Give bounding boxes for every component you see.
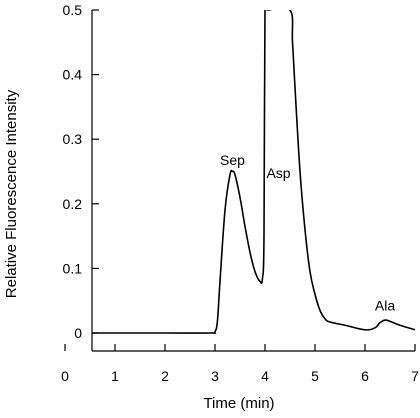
peak-label-sep: Sep bbox=[220, 152, 245, 168]
x-tick-label: 1 bbox=[111, 368, 119, 384]
chromatogram-trace bbox=[92, 10, 415, 334]
y-tick-label: 0.1 bbox=[63, 260, 83, 276]
y-axis-title: Relative Fluorescence Intensity bbox=[3, 89, 20, 298]
chart-axes bbox=[91, 10, 415, 352]
peak-label-asp: Asp bbox=[266, 165, 290, 181]
x-tick-label: 5 bbox=[311, 368, 319, 384]
chart-annotation-layer: Sep Asp Ala bbox=[220, 152, 395, 313]
chart-ticks: 0 0.1 0.2 0.3 0.4 0.5 0 1 2 3 4 5 6 7 bbox=[61, 2, 419, 384]
x-tick-label: 2 bbox=[161, 368, 169, 384]
x-tick-label: 6 bbox=[361, 368, 369, 384]
y-tick-label: 0.3 bbox=[63, 131, 83, 147]
y-tick-label: 0 bbox=[74, 325, 82, 341]
x-tick-label: 3 bbox=[211, 368, 219, 384]
peak-label-ala: Ala bbox=[375, 297, 395, 313]
chart-trace-layer bbox=[92, 10, 415, 334]
x-axis-title: Time (min) bbox=[203, 395, 274, 412]
x-tick-label: 7 bbox=[411, 368, 419, 384]
y-tick-label: 0.2 bbox=[63, 196, 83, 212]
x-tick-label: 4 bbox=[261, 368, 269, 384]
y-tick-label: 0.4 bbox=[63, 67, 83, 83]
x-tick-label: 0 bbox=[61, 368, 69, 384]
y-tick-label: 0.5 bbox=[63, 2, 83, 18]
